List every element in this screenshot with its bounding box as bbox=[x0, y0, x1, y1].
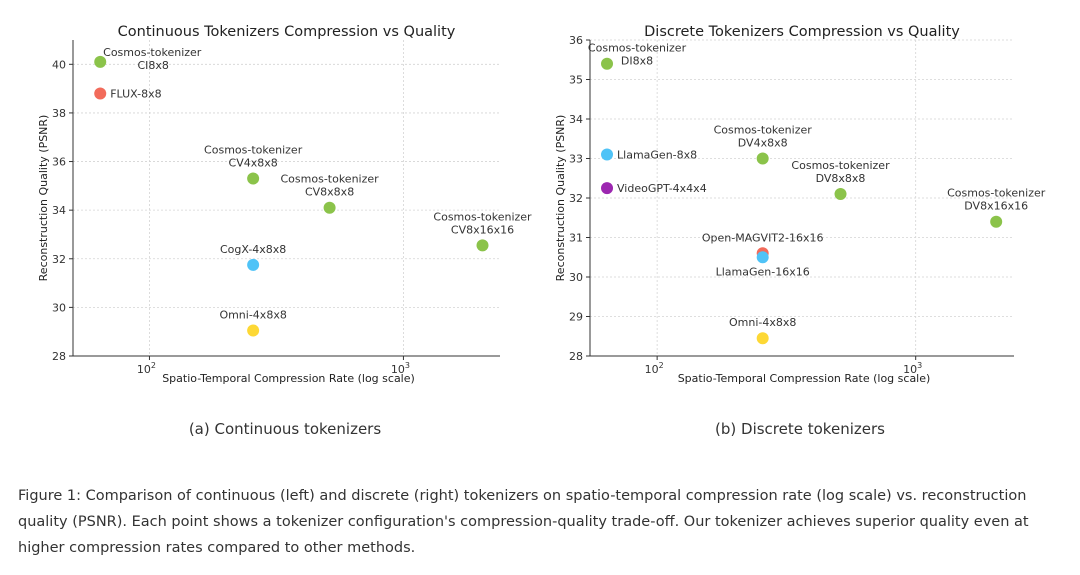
point-label: Open-MAGVIT2-16x16 bbox=[702, 231, 824, 244]
point-label: CV4x8x8 bbox=[229, 157, 278, 170]
y-tick-label: 32 bbox=[569, 192, 583, 205]
data-point bbox=[834, 188, 847, 201]
x-axis-label: Spatio-Temporal Compression Rate (log sc… bbox=[162, 372, 415, 385]
x-tick-base: 10 bbox=[903, 363, 917, 376]
point-label: DI8x8 bbox=[621, 55, 653, 68]
point-label: Cosmos-tokenizer bbox=[204, 144, 303, 157]
data-point bbox=[94, 87, 107, 100]
point-label: Cosmos-tokenizer bbox=[103, 46, 202, 59]
x-tick-base: 10 bbox=[645, 363, 659, 376]
x-tick-base: 10 bbox=[137, 363, 151, 376]
y-tick-label: 33 bbox=[569, 153, 583, 166]
y-tick-label: 36 bbox=[52, 156, 66, 169]
point-label: Omni-4x8x8 bbox=[729, 316, 796, 329]
y-tick-label: 31 bbox=[569, 232, 583, 245]
point-label: LlamaGen-16x16 bbox=[716, 265, 810, 278]
point-label: Cosmos-tokenizer bbox=[281, 173, 380, 186]
y-axis-label: Reconstruction Quality (PSNR) bbox=[554, 115, 567, 282]
data-point bbox=[323, 201, 336, 214]
y-tick-label: 30 bbox=[52, 301, 66, 314]
data-point bbox=[94, 55, 107, 68]
point-label: VideoGPT-4x4x4 bbox=[617, 182, 707, 195]
x-tick-label: 102 bbox=[645, 361, 664, 376]
chart-title: Continuous Tokenizers Compression vs Qua… bbox=[118, 24, 456, 40]
chart-svg: Continuous Tokenizers Compression vs Qua… bbox=[37, 24, 532, 385]
y-tick-label: 32 bbox=[52, 253, 66, 266]
data-point bbox=[247, 324, 260, 337]
continuous-chart: Continuous Tokenizers Compression vs Qua… bbox=[0, 0, 540, 400]
x-tick-label: 102 bbox=[137, 361, 156, 376]
chart-title: Discrete Tokenizers Compression vs Quali… bbox=[644, 24, 960, 40]
point-label: FLUX-8x8 bbox=[110, 87, 161, 100]
y-tick-label: 28 bbox=[569, 350, 583, 363]
point-label: LlamaGen-8x8 bbox=[617, 149, 697, 162]
y-tick-label: 35 bbox=[569, 74, 583, 87]
point-label: Cosmos-tokenizer bbox=[714, 124, 813, 137]
x-tick-label: 103 bbox=[903, 361, 922, 376]
data-point bbox=[601, 57, 614, 70]
point-label: DV4x8x8 bbox=[738, 137, 788, 150]
point-label: DV8x16x16 bbox=[964, 200, 1028, 213]
data-point bbox=[601, 182, 614, 195]
point-label: Cosmos-tokenizer bbox=[433, 210, 532, 223]
x-tick-exponent: 2 bbox=[659, 361, 664, 370]
data-point bbox=[756, 251, 769, 264]
data-point bbox=[247, 172, 260, 185]
y-tick-label: 30 bbox=[569, 271, 583, 284]
point-label: CogX-4x8x8 bbox=[220, 243, 286, 256]
y-tick-label: 36 bbox=[569, 34, 583, 47]
x-tick-exponent: 3 bbox=[405, 361, 410, 370]
point-label: Cosmos-tokenizer bbox=[588, 42, 687, 55]
data-point bbox=[247, 258, 260, 271]
y-tick-label: 40 bbox=[52, 58, 66, 71]
discrete-chart: Discrete Tokenizers Compression vs Quali… bbox=[540, 0, 1080, 400]
x-tick-exponent: 3 bbox=[917, 361, 922, 370]
point-label: Cosmos-tokenizer bbox=[791, 159, 890, 172]
y-axis-label: Reconstruction Quality (PSNR) bbox=[37, 115, 50, 282]
subcaption-discrete: (b) Discrete tokenizers bbox=[715, 420, 885, 438]
y-tick-label: 29 bbox=[569, 311, 583, 324]
data-point bbox=[756, 332, 769, 345]
x-tick-base: 10 bbox=[391, 363, 405, 376]
data-point bbox=[756, 152, 769, 165]
y-tick-label: 28 bbox=[52, 350, 66, 363]
x-axis-label: Spatio-Temporal Compression Rate (log sc… bbox=[678, 372, 931, 385]
point-label: CV8x8x8 bbox=[305, 186, 354, 199]
point-label: CV8x16x16 bbox=[451, 223, 514, 236]
x-tick-label: 103 bbox=[391, 361, 410, 376]
data-point bbox=[990, 215, 1003, 228]
data-point bbox=[476, 239, 489, 252]
point-label: CI8x8 bbox=[138, 59, 169, 72]
point-label: DV8x8x8 bbox=[816, 172, 866, 185]
y-tick-label: 38 bbox=[52, 107, 66, 120]
figure-caption: Figure 1: Comparison of continuous (left… bbox=[18, 488, 1029, 556]
subcaption-continuous: (a) Continuous tokenizers bbox=[188, 420, 382, 438]
chart-svg: Discrete Tokenizers Compression vs Quali… bbox=[554, 24, 1046, 385]
x-tick-exponent: 2 bbox=[151, 361, 156, 370]
point-label: Cosmos-tokenizer bbox=[947, 187, 1046, 200]
data-point bbox=[601, 148, 614, 161]
point-label: Omni-4x8x8 bbox=[219, 308, 286, 321]
y-tick-label: 34 bbox=[52, 204, 66, 217]
y-tick-label: 34 bbox=[569, 113, 583, 126]
